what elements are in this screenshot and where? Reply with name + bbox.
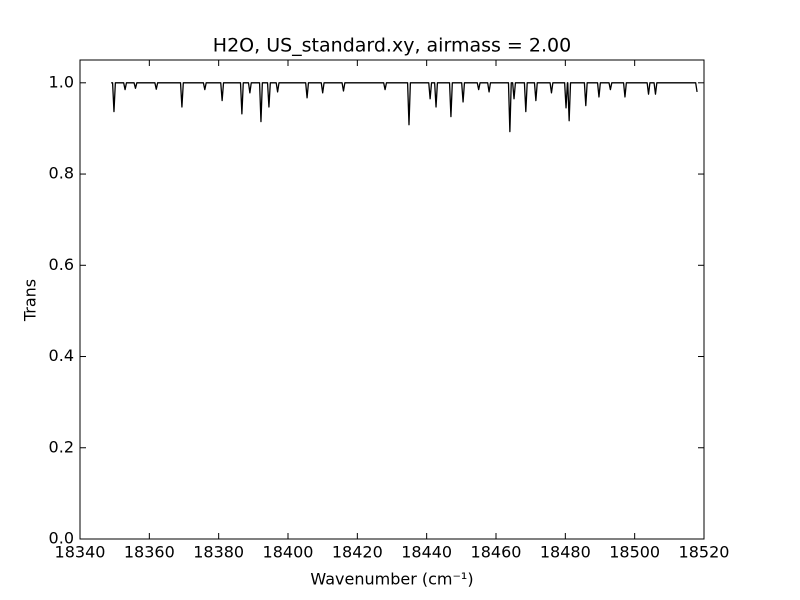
x-tick-label: 18360 bbox=[124, 543, 175, 562]
x-tick-label: 18440 bbox=[401, 543, 452, 562]
plot-frame bbox=[79, 59, 705, 540]
x-axis-label: Wavenumber (cm⁻¹) bbox=[310, 570, 473, 589]
x-tick-label: 18380 bbox=[193, 543, 244, 562]
x-tick-label: 18520 bbox=[679, 543, 730, 562]
y-tick-label: 0.0 bbox=[49, 529, 74, 548]
x-tick-label: 18500 bbox=[609, 543, 660, 562]
x-tick-label: 18460 bbox=[471, 543, 522, 562]
y-axis-label: Trans bbox=[21, 279, 40, 322]
y-tick-label: 1.0 bbox=[49, 72, 74, 91]
x-tick-label: 18340 bbox=[55, 543, 106, 562]
x-tick-label: 18480 bbox=[540, 543, 591, 562]
y-tick-label: 0.4 bbox=[49, 346, 74, 365]
x-tick-label: 18420 bbox=[332, 543, 383, 562]
y-tick-label: 0.8 bbox=[49, 164, 74, 183]
x-tick-label: 18400 bbox=[263, 543, 314, 562]
y-tick-label: 0.2 bbox=[49, 437, 74, 456]
y-tick-label: 0.6 bbox=[49, 255, 74, 274]
chart-title: H2O, US_standard.xy, airmass = 2.00 bbox=[213, 35, 571, 57]
line-series bbox=[111, 82, 698, 133]
